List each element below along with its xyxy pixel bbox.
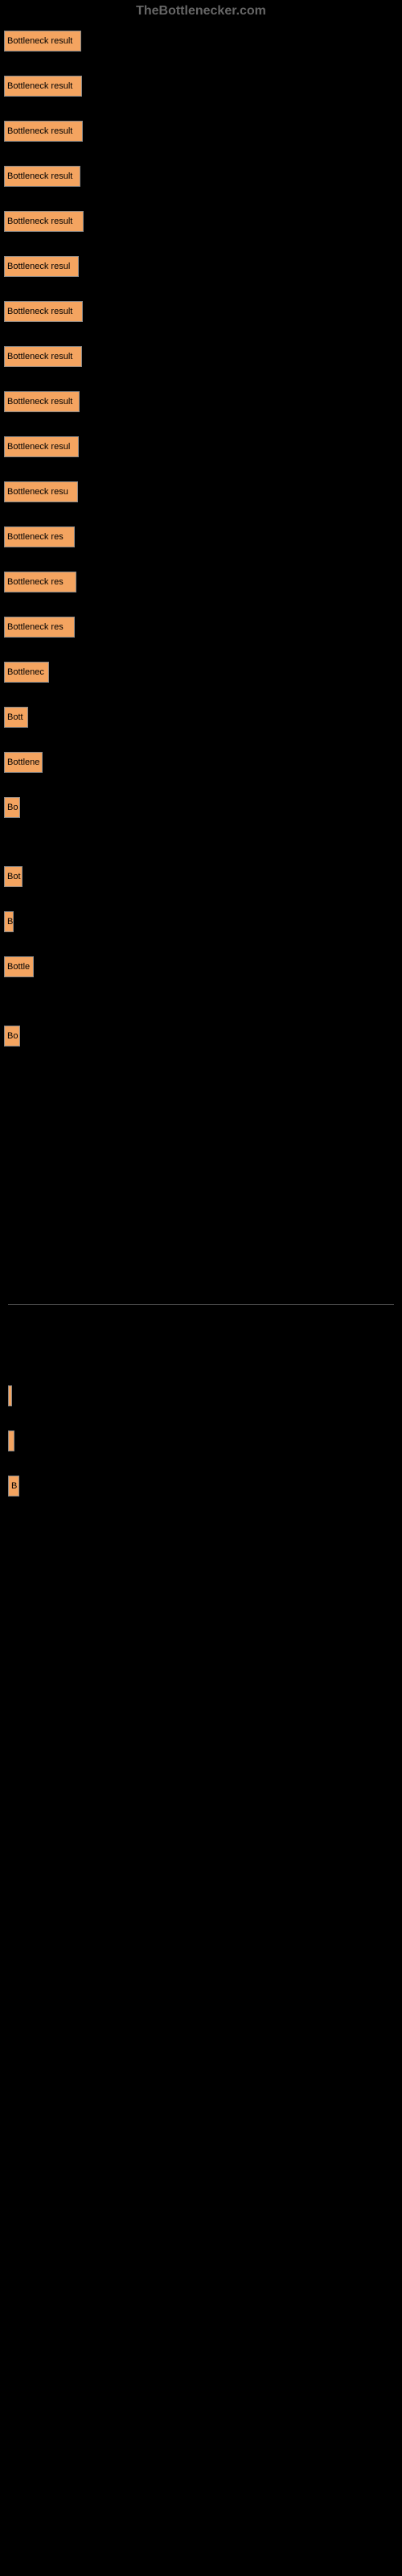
bar-row: Bottlenec [4,662,398,683]
bar-row: Bottleneck result [4,31,398,52]
bar-row: Bo [4,1026,398,1046]
chart-bar[interactable]: Bo [4,1026,20,1046]
bar-label-link[interactable]: Bottleneck res [7,577,64,587]
chart-bar[interactable]: Bo [4,797,20,818]
bar-label-link[interactable]: Bo [7,803,18,812]
bar-label-link[interactable]: Bottleneck result [7,81,72,91]
chart-bar[interactable]: Bottleneck result [4,391,80,412]
bar-row: Bottleneck result [4,76,398,97]
bar-label-link[interactable]: Bottleneck result [7,352,72,361]
bar-row: Bot [4,866,398,887]
chart-bar[interactable]: Bottleneck resul [4,256,79,277]
bar-row: Bo [4,797,398,818]
bar-row: B [4,911,398,932]
bar-label-link[interactable]: Bo [7,1031,18,1041]
chart-bar[interactable]: Bottleneck result [4,301,83,322]
bar-label-link[interactable]: Bottlenec [7,667,44,677]
bar-row: Bottleneck res [4,617,398,638]
bar-row: Bottleneck res [4,572,398,592]
bar-label-link[interactable]: Bottleneck resu [7,487,68,497]
bar-row: Bottleneck resu [4,481,398,502]
bar-label-link[interactable]: Bottleneck resul [7,262,70,271]
bar-chart: Bottleneck result Bottleneck result Bottle… [0,23,402,1529]
bar-label-link[interactable]: Bott [7,712,23,722]
bar-label-link[interactable]: Bottleneck result [7,171,72,181]
chart-bar[interactable]: Bottleneck res [4,617,75,638]
bar-row: Bott [4,707,398,728]
chart-bar[interactable]: Bott [4,707,28,728]
bar-row: Bottleneck result [4,391,398,412]
bar-row: Bottlene [4,752,398,773]
chart-bar[interactable]: Bottleneck res [4,572,76,592]
bar-row: Bottle [4,956,398,977]
bar-label-link[interactable]: Bottleneck result [7,307,72,316]
bar-label-link[interactable]: B [7,917,13,927]
chart-bar-small[interactable] [8,1430,14,1451]
chart-bar-small[interactable] [8,1385,12,1406]
chart-bar-small[interactable]: B [8,1476,19,1496]
chart-bar[interactable]: Bottleneck result [4,31,81,52]
bar-row: Bottleneck resul [4,436,398,457]
bar-row: Bottleneck result [4,166,398,187]
bar-row: Bottleneck result [4,301,398,322]
bar-label-link[interactable]: Bottlene [7,758,39,767]
bar-row: Bottleneck result [4,121,398,142]
bar-label-link[interactable]: Bottleneck result [7,397,72,407]
bar-label-link[interactable]: Bottleneck res [7,532,64,542]
chart-bar[interactable]: Bottle [4,956,34,977]
chart-bar[interactable]: Bottleneck result [4,346,82,367]
chart-bar[interactable]: Bottleneck result [4,121,83,142]
bar-row: Bottleneck result [4,346,398,367]
chart-bar[interactable]: B [4,911,14,932]
bar-label-link[interactable]: Bottle [7,962,30,972]
bar-label-link[interactable]: Bottleneck res [7,622,64,632]
bar-label-link[interactable]: Bot [7,872,21,881]
chart-bar[interactable]: Bot [4,866,23,887]
chart-bar[interactable]: Bottleneck result [4,166,80,187]
bar-row: Bottleneck res [4,526,398,547]
chart-bar[interactable]: Bottleneck result [4,211,84,232]
chart-bar[interactable]: Bottleneck resu [4,481,78,502]
bar-row: Bottleneck resul [4,256,398,277]
bar-label-link[interactable]: Bottleneck result [7,36,72,46]
chart-bar[interactable]: Bottleneck result [4,76,82,97]
bar-label-link[interactable]: Bottleneck resul [7,442,70,452]
chart-bar[interactable]: Bottleneck res [4,526,75,547]
divider-line [8,1304,394,1305]
chart-bar[interactable]: Bottlenec [4,662,49,683]
chart-bar[interactable]: Bottlene [4,752,43,773]
bar-row: Bottleneck result [4,211,398,232]
bar-label-link[interactable]: Bottleneck result [7,126,72,136]
bar-label-link[interactable]: Bottleneck result [7,217,72,226]
watermark-text: TheBottlenecker.com [0,0,402,23]
chart-bar[interactable]: Bottleneck resul [4,436,79,457]
